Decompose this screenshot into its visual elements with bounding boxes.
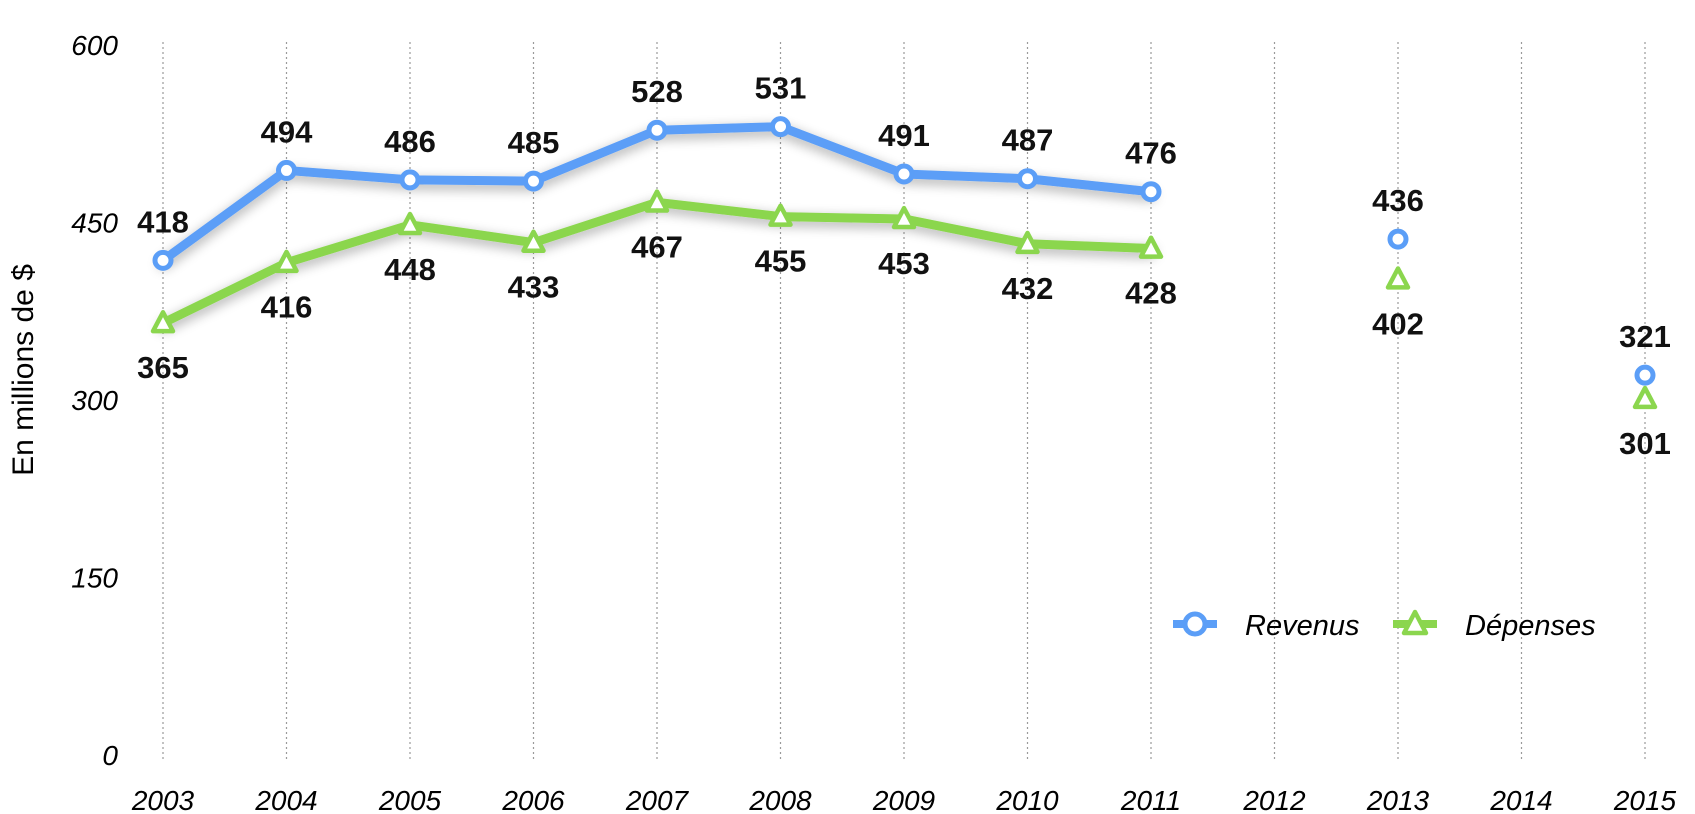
depenses-point-2010 bbox=[1015, 230, 1040, 255]
depenses-label-2006: 433 bbox=[508, 270, 560, 305]
x-tick-2014: 2014 bbox=[1489, 785, 1552, 814]
depenses-label-2005: 448 bbox=[384, 252, 436, 287]
revenus-label-2013: 436 bbox=[1372, 183, 1424, 218]
revenus-point-2009 bbox=[893, 163, 915, 185]
x-tick-2005: 2005 bbox=[378, 785, 442, 814]
x-tick-2015: 2015 bbox=[1613, 785, 1677, 814]
depenses-point-2005 bbox=[397, 211, 423, 236]
revenus-label-2004: 494 bbox=[261, 114, 313, 149]
x-tick-2007: 2007 bbox=[625, 785, 690, 814]
x-tick-2004: 2004 bbox=[254, 785, 317, 814]
legend: Revenus Dépenses bbox=[1173, 609, 1596, 642]
revenus-point-2007 bbox=[646, 119, 668, 141]
depenses-label-2011: 428 bbox=[1125, 276, 1177, 311]
revenus-label-2005: 486 bbox=[384, 124, 436, 159]
revenus-point-2004 bbox=[276, 159, 297, 181]
revenus-label-2008: 531 bbox=[755, 71, 807, 106]
y-tick-450: 450 bbox=[71, 208, 118, 239]
revenus-point-2015 bbox=[1634, 364, 1656, 386]
x-tick-2006: 2006 bbox=[501, 785, 565, 814]
x-tick-2012: 2012 bbox=[1242, 785, 1306, 814]
depenses-point-2015 bbox=[1632, 385, 1658, 410]
depenses-point-2013 bbox=[1385, 266, 1411, 290]
revenus-label-2015: 321 bbox=[1619, 319, 1671, 354]
revenus-label-2010: 487 bbox=[1002, 123, 1054, 158]
revenus-point-2008 bbox=[770, 116, 791, 138]
legend-revenus-label: Revenus bbox=[1245, 610, 1359, 642]
x-tick-2008: 2008 bbox=[748, 785, 812, 814]
revenus-point-2010 bbox=[1017, 168, 1038, 190]
x-tick-2013: 2013 bbox=[1366, 785, 1430, 814]
depenses-label-2009: 453 bbox=[878, 246, 930, 281]
depenses-point-2009 bbox=[891, 205, 917, 230]
y-axis-label: En millions de $ bbox=[7, 264, 40, 476]
legend-depenses-marker bbox=[1401, 609, 1429, 636]
series-group bbox=[150, 116, 1658, 410]
x-axis-ticks: 2003 2004 2005 2006 2007 2008 2009 2010 2011 2012… bbox=[131, 785, 1677, 814]
y-tick-0: 0 bbox=[102, 740, 118, 771]
data-labels: 418 494 486 485 528 531 491 487 476 436 321 365 416 4… bbox=[137, 71, 1671, 461]
depenses-label-2013: 402 bbox=[1372, 306, 1424, 341]
depenses-point-2004 bbox=[274, 249, 299, 274]
depenses-point-2003 bbox=[150, 310, 176, 334]
y-tick-600: 600 bbox=[71, 30, 118, 61]
depenses-label-2003: 365 bbox=[137, 350, 189, 385]
depenses-label-2007: 467 bbox=[631, 229, 683, 264]
revenus-label-2006: 485 bbox=[508, 125, 560, 160]
depenses-point-2007 bbox=[644, 189, 670, 213]
revenus-point-2013 bbox=[1387, 228, 1409, 250]
legend-revenus-marker bbox=[1182, 611, 1208, 637]
revenus-label-2007: 528 bbox=[631, 74, 683, 109]
y-tick-300: 300 bbox=[71, 385, 118, 416]
x-tick-2010: 2010 bbox=[995, 785, 1059, 814]
depenses-label-2015: 301 bbox=[1619, 426, 1671, 461]
depenses-point-2011 bbox=[1138, 235, 1164, 259]
legend-depenses-label: Dépenses bbox=[1465, 610, 1596, 642]
depenses-label-2010: 432 bbox=[1002, 271, 1054, 306]
revenus-point-2003 bbox=[152, 249, 174, 271]
y-axis-ticks: 0 150 300 450 600 bbox=[71, 30, 118, 771]
depenses-label-2004: 416 bbox=[261, 290, 313, 325]
revenus-label-2011: 476 bbox=[1125, 136, 1177, 171]
revenus-point-2011 bbox=[1140, 181, 1162, 203]
x-tick-2009: 2009 bbox=[872, 785, 935, 814]
revenus-label-2003: 418 bbox=[137, 204, 189, 239]
revenus-point-2005 bbox=[399, 169, 421, 191]
revenus-point-2006 bbox=[523, 170, 544, 192]
depenses-point-2008 bbox=[768, 203, 793, 227]
x-tick-2003: 2003 bbox=[131, 785, 195, 814]
depenses-point-2006 bbox=[521, 229, 546, 253]
y-tick-150: 150 bbox=[71, 563, 118, 594]
revenus-label-2009: 491 bbox=[878, 118, 930, 153]
depenses-label-2008: 455 bbox=[755, 244, 807, 279]
x-tick-2011: 2011 bbox=[1120, 785, 1181, 814]
